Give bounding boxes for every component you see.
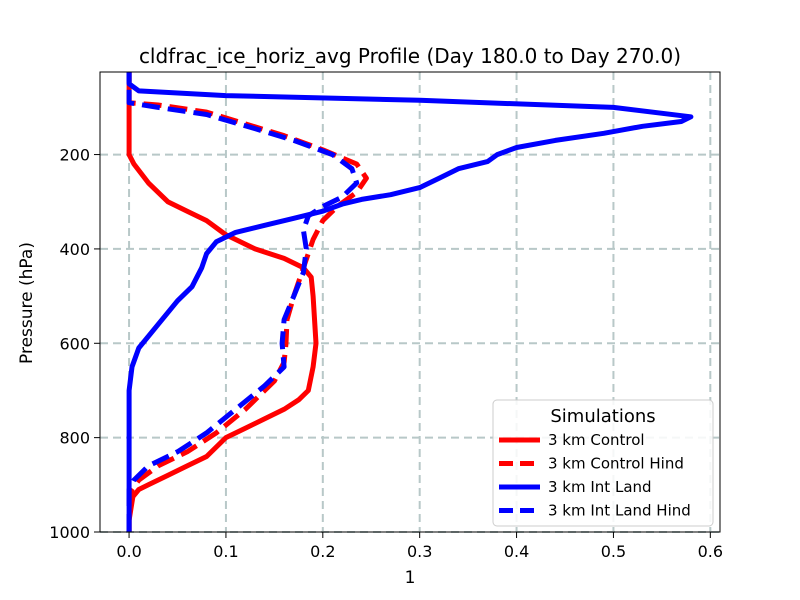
y-tick-label: 200 [59, 146, 90, 165]
y-axis-label: Pressure (hPa) [17, 242, 37, 364]
series-line-1 [126, 72, 369, 532]
legend: Simulations 3 km Control 3 km Control Hin… [492, 399, 714, 527]
x-tick-label: 0.3 [407, 542, 432, 561]
series-line-2 [126, 72, 694, 532]
y-tick-label: 400 [59, 240, 90, 259]
legend-label-1: 3 km Control Hind [548, 455, 684, 473]
plot-frame [99, 71, 721, 533]
series-layer [126, 72, 694, 532]
y-tick-label: 600 [59, 334, 90, 353]
chart-title: cldfrac_ice_horiz_avg Profile (Day 180.0… [139, 44, 681, 68]
series-line-0 [126, 72, 319, 532]
y-tick-label: 800 [59, 429, 90, 448]
legend-title: Simulations [550, 406, 655, 427]
legend-items: 3 km Control 3 km Control Hind 3 km Int La… [499, 431, 691, 520]
x-axis-label: 1 [405, 568, 416, 588]
x-tick-label: 0.0 [116, 542, 141, 561]
legend-box [492, 399, 714, 527]
x-tick-label: 0.5 [601, 542, 626, 561]
legend-label-0: 3 km Control [548, 431, 645, 449]
legend-label-2: 3 km Int Land [548, 478, 652, 496]
y-tick-label: 1000 [49, 523, 90, 542]
x-tick-label: 0.2 [310, 542, 335, 561]
x-tick-label: 0.4 [504, 542, 529, 561]
x-axis-ticks: 0.0 0.1 0.2 0.3 0.4 0.5 0.6 [116, 532, 723, 561]
x-tick-label: 0.6 [698, 542, 723, 561]
x-tick-label: 0.1 [213, 542, 238, 561]
y-axis-ticks: 200 400 600 800 1000 [49, 146, 100, 542]
series-line-3 [126, 72, 360, 532]
legend-label-3: 3 km Int Land Hind [548, 502, 691, 520]
